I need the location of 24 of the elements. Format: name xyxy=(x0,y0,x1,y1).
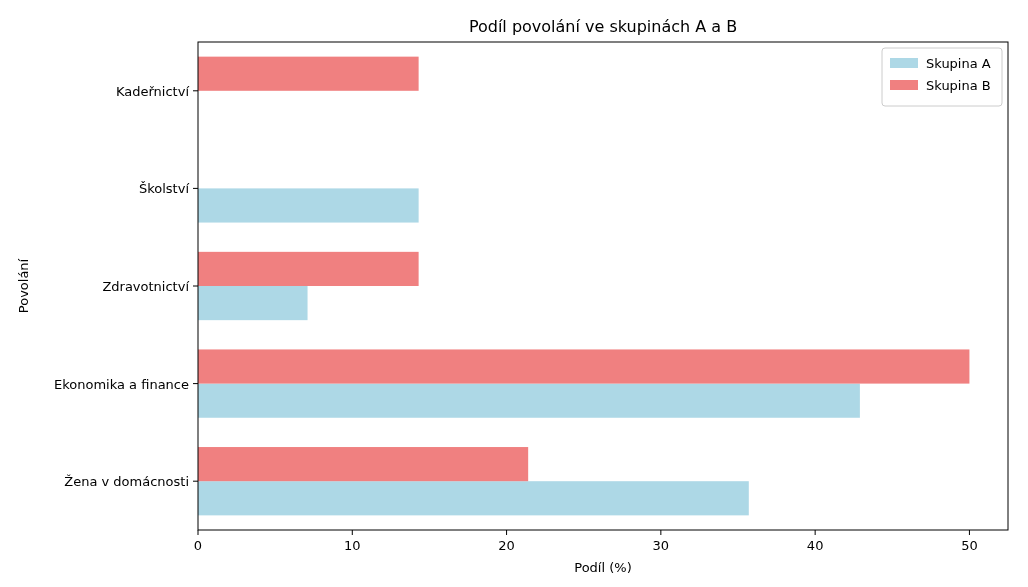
x-tick-label: 40 xyxy=(806,538,824,553)
chart-title: Podíl povolání ve skupinách A a B xyxy=(468,17,738,36)
y-tick-label: Ekonomika a finance xyxy=(54,376,189,392)
bar xyxy=(198,251,419,286)
legend-label: Skupina B xyxy=(926,78,991,93)
x-tick-label: 50 xyxy=(961,538,978,553)
y-tick-label: Školství xyxy=(138,181,190,197)
bar xyxy=(198,383,860,418)
x-tick-label: 10 xyxy=(344,538,361,553)
y-axis-title: Povolání xyxy=(16,258,31,314)
bar xyxy=(198,286,308,321)
bar xyxy=(198,481,749,516)
y-tick-label: Zdravotnictví xyxy=(102,279,190,294)
x-tick-label: 30 xyxy=(652,538,670,553)
bar xyxy=(198,188,419,223)
legend-label: Skupina A xyxy=(926,56,991,71)
x-tick-label: 20 xyxy=(498,538,515,553)
bar xyxy=(198,349,970,384)
y-tick-label: Kadeřnictví xyxy=(115,83,190,99)
bar xyxy=(198,447,529,482)
x-tick-label: 0 xyxy=(193,538,203,553)
bar xyxy=(198,56,419,91)
y-tick-label: Žena v domácnosti xyxy=(64,474,189,490)
x-axis-title: Podíl (%) xyxy=(574,560,632,575)
